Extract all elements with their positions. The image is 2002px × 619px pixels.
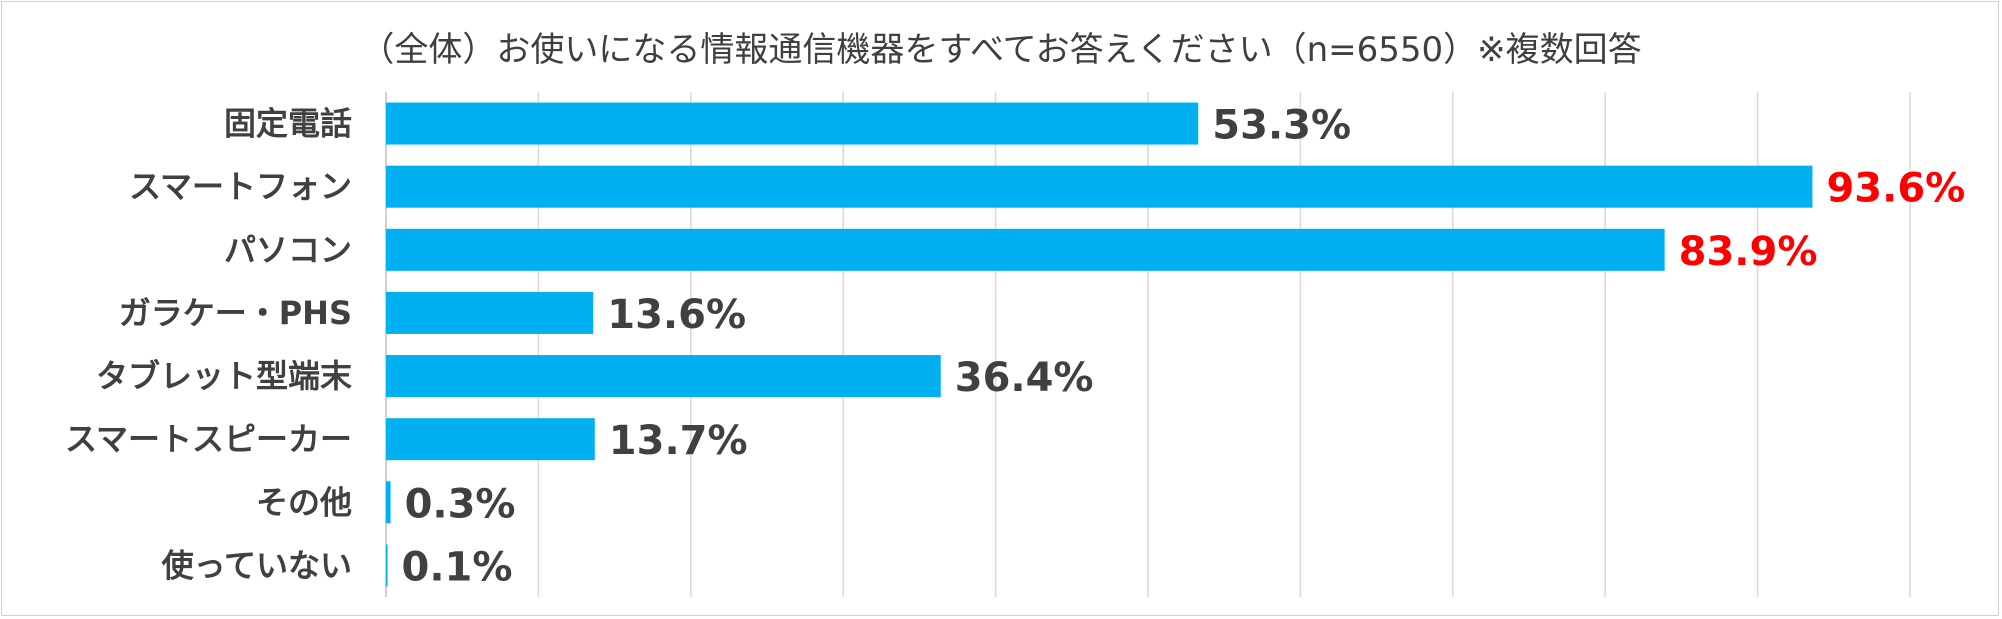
category-label: 固定電話 bbox=[224, 105, 352, 143]
bar bbox=[386, 481, 391, 524]
bar bbox=[386, 355, 941, 398]
value-label: 0.3% bbox=[405, 481, 516, 527]
bars bbox=[386, 102, 1813, 587]
value-label: 93.6% bbox=[1826, 166, 1965, 212]
bar bbox=[386, 102, 1199, 145]
bar bbox=[386, 228, 1665, 271]
bar bbox=[386, 165, 1813, 208]
bar bbox=[386, 418, 595, 461]
bar bbox=[386, 544, 388, 587]
category-label: ガラケー・PHS bbox=[119, 294, 352, 332]
category-label: パソコン bbox=[224, 231, 352, 269]
value-label: 0.1% bbox=[402, 544, 513, 590]
value-label: 13.6% bbox=[607, 292, 746, 338]
category-label: スマートフォン bbox=[129, 168, 352, 206]
bar bbox=[386, 291, 594, 334]
value-labels: 53.3% 93.6%83.9% 13.6% 36.4% 13.7% 0.3% 0.1% bbox=[402, 103, 1966, 591]
category-label: タブレット型端末 bbox=[96, 357, 352, 395]
category-label: その他 bbox=[256, 483, 352, 521]
value-label: 53.3% bbox=[1212, 103, 1351, 149]
category-label: スマートスピーカー bbox=[65, 420, 352, 458]
category-label: 使っていない bbox=[161, 546, 352, 584]
value-label: 83.9% bbox=[1679, 229, 1818, 275]
value-label: 13.7% bbox=[609, 418, 748, 464]
chart-title: （全体）お使いになる情報通信機器をすべてお答えください（n=6550）※複数回答 bbox=[360, 30, 1642, 70]
value-label: 36.4% bbox=[955, 355, 1094, 401]
